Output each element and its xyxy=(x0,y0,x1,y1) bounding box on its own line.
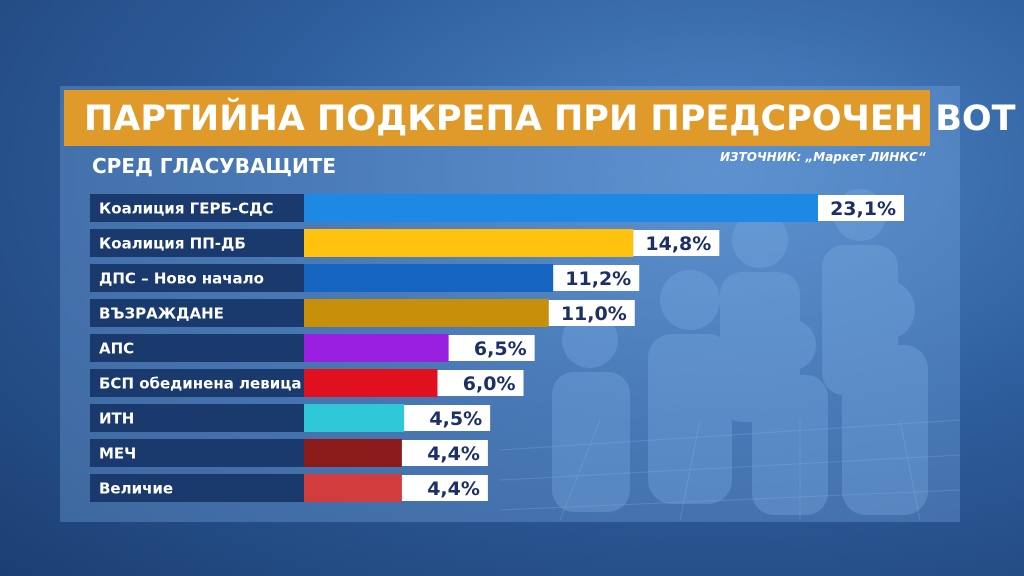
category-label-4: АПС xyxy=(99,340,134,358)
title-bar xyxy=(64,90,930,146)
category-label-2: ДПС – Ново начало xyxy=(99,270,264,288)
category-label-5: БСП обединена левица xyxy=(99,375,301,393)
bar-label-bg-5 xyxy=(90,369,304,397)
value-label-0: 23,1% xyxy=(830,198,896,220)
value-box-3 xyxy=(548,300,635,326)
category-label-8: Величие xyxy=(99,480,173,498)
bar-label-bg-0 xyxy=(90,194,304,222)
value-label-3: 11,0% xyxy=(561,303,627,325)
value-box-7 xyxy=(401,440,488,466)
bar-label-bg-8 xyxy=(90,474,304,502)
chart-subtitle: СРЕД ГЛАСУВАЩИТЕ xyxy=(92,154,336,178)
bar-label-bg-3 xyxy=(90,299,304,327)
value-box-1 xyxy=(633,230,720,256)
value-box-0 xyxy=(818,195,904,221)
chart-title: ПАРТИЙНА ПОДКРЕПА ПРИ ПРЕДСРОЧЕН ВОТ xyxy=(84,99,1016,139)
value-label-5: 6,0% xyxy=(463,373,516,395)
value-label-7: 4,4% xyxy=(427,443,480,465)
category-label-1: Коалиция ПП-ДБ xyxy=(99,235,246,253)
value-label-8: 4,4% xyxy=(427,478,480,500)
category-label-3: ВЪЗРАЖДАНЕ xyxy=(99,305,224,323)
value-label-2: 11,2% xyxy=(565,268,631,290)
value-box-6 xyxy=(404,405,491,431)
source-note: ИЗТОЧНИК: „Маркет ЛИНКС“ xyxy=(720,150,926,164)
category-label-6: ИТН xyxy=(99,410,134,428)
bar-label-bg-1 xyxy=(90,229,304,257)
bar-label-bg-7 xyxy=(90,439,304,467)
value-box-8 xyxy=(401,475,488,501)
bar-label-bg-6 xyxy=(90,404,304,432)
value-box-2 xyxy=(553,265,640,291)
value-label-6: 4,5% xyxy=(429,408,482,430)
category-label-7: МЕЧ xyxy=(99,445,136,463)
value-box-4 xyxy=(448,335,535,361)
value-label-4: 6,5% xyxy=(474,338,527,360)
value-label-1: 14,8% xyxy=(645,233,711,255)
category-label-0: Коалиция ГЕРБ-СДС xyxy=(99,200,274,218)
value-box-5 xyxy=(437,370,524,396)
bar-label-bg-4 xyxy=(90,334,304,362)
bar-label-bg-2 xyxy=(90,264,304,292)
